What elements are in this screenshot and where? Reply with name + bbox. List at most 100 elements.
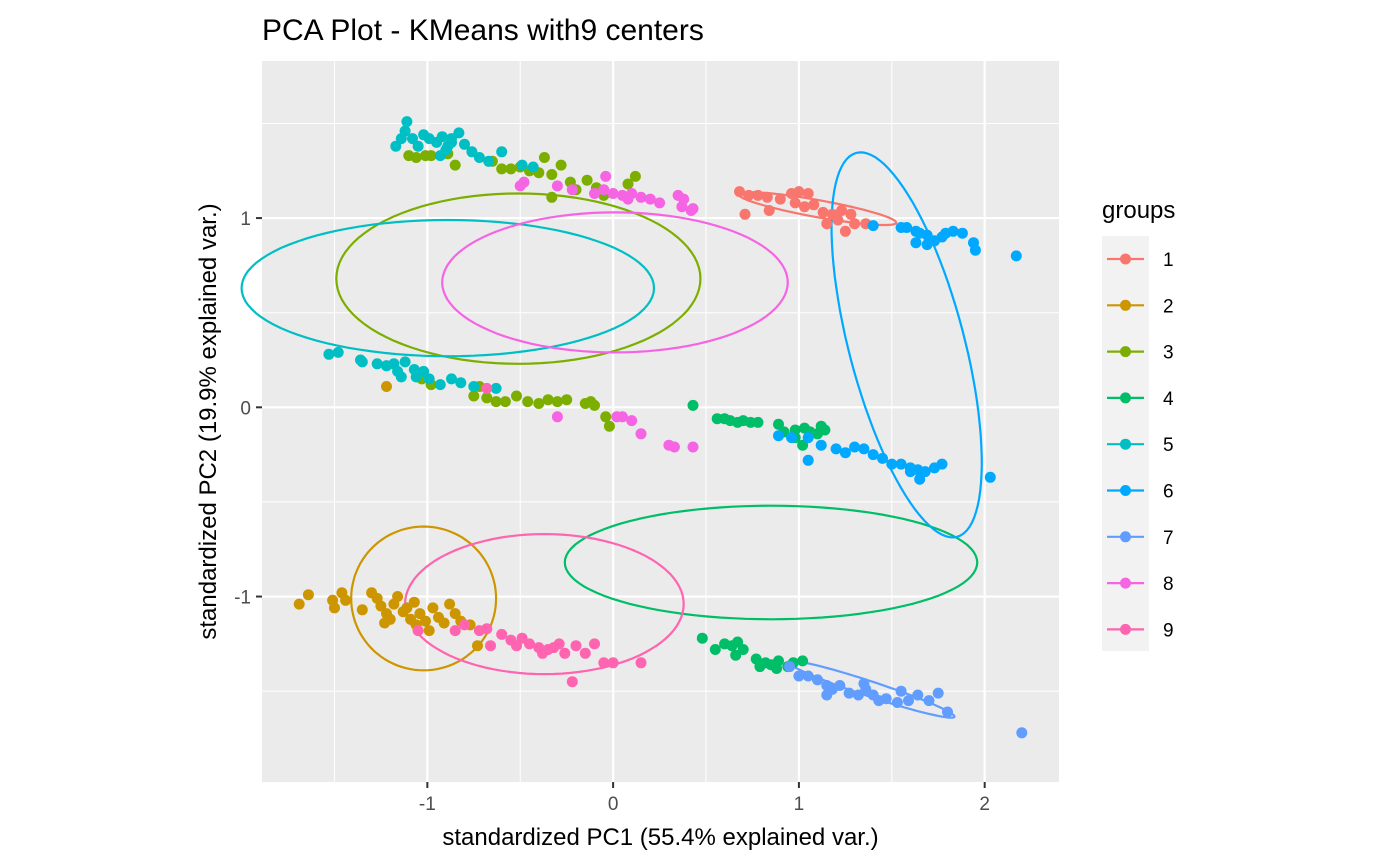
point-group-7 (793, 670, 805, 682)
ellipse-group-8 (441, 211, 789, 354)
point-group-8 (626, 188, 638, 199)
point-group-5 (483, 155, 495, 167)
point-group-7 (852, 689, 864, 701)
point-group-8 (566, 184, 578, 196)
point-group-8 (635, 428, 647, 440)
point-group-8 (654, 197, 666, 209)
point-group-6 (901, 222, 913, 233)
legend-label: 5 (1163, 435, 1174, 456)
point-group-5 (412, 140, 424, 152)
point-group-4 (819, 424, 831, 436)
point-group-6 (969, 244, 981, 256)
point-group-2 (392, 591, 404, 602)
point-group-3 (581, 174, 593, 186)
legend-title: groups (1102, 197, 1175, 224)
legend: groups 1 2 3 4 5 6 7 8 9 (1102, 197, 1175, 651)
point-group-2 (408, 596, 420, 608)
point-group-9 (635, 657, 647, 669)
legend-label: 3 (1163, 343, 1174, 364)
point-group-5 (401, 116, 413, 128)
point-group-5 (440, 144, 452, 156)
point-group-6 (867, 449, 879, 461)
point-group-7 (880, 693, 892, 705)
point-group-1 (763, 205, 775, 216)
legend-label: 6 (1163, 482, 1174, 503)
point-group-9 (607, 657, 619, 669)
point-group-7 (858, 678, 870, 690)
point-group-1 (849, 218, 861, 230)
point-group-3 (561, 394, 573, 406)
point-group-5 (446, 373, 457, 385)
point-group-1 (789, 197, 801, 209)
point-group-7 (834, 680, 846, 691)
point-group-5 (332, 346, 344, 358)
point-group-2 (444, 598, 456, 610)
point-group-9 (553, 638, 565, 650)
point-group-8 (616, 411, 628, 423)
point-group-3 (522, 396, 534, 408)
point-group-9 (496, 628, 508, 640)
point-group-5 (516, 159, 528, 171)
point-group-2 (293, 598, 305, 610)
point-group-6 (956, 227, 968, 239)
point-group-6 (839, 447, 851, 459)
point-group-2 (375, 600, 387, 612)
ellipse-group-4 (563, 504, 979, 621)
point-group-9 (559, 647, 571, 659)
point-group-5 (323, 348, 335, 360)
point-group-5 (473, 152, 485, 163)
point-group-4 (773, 418, 784, 430)
x-tick-label: 1 (794, 794, 805, 815)
point-group-5 (455, 377, 467, 389)
point-group-5 (410, 371, 422, 383)
point-group-9 (570, 640, 582, 652)
point-group-6 (858, 443, 870, 455)
legend-key-point (1120, 438, 1131, 450)
point-group-9 (566, 676, 578, 688)
point-group-3 (496, 163, 508, 175)
point-group-7 (812, 674, 823, 686)
point-group-5 (496, 146, 508, 158)
point-group-7 (784, 661, 796, 673)
point-group-5 (434, 379, 446, 391)
legend-key-point (1120, 485, 1131, 496)
point-group-5 (468, 381, 480, 392)
point-group-3 (538, 152, 550, 163)
point-group-7 (942, 706, 953, 718)
point-group-3 (603, 420, 615, 432)
point-group-6 (802, 432, 814, 444)
point-group-9 (412, 625, 424, 637)
point-group-6 (895, 458, 907, 470)
point-group-5 (390, 140, 402, 152)
legend-label: 8 (1163, 574, 1174, 595)
point-group-6 (867, 220, 879, 232)
point-group-9 (449, 625, 461, 637)
point-group-6 (947, 225, 959, 237)
point-group-6 (830, 443, 842, 455)
point-group-5 (459, 138, 470, 150)
point-group-7 (802, 670, 814, 682)
point-group-5 (446, 136, 457, 148)
point-group-5 (490, 382, 502, 394)
point-group-7 (895, 685, 907, 697)
point-group-3 (629, 170, 641, 182)
point-group-3 (542, 394, 554, 406)
point-group-1 (761, 191, 773, 203)
point-group-7 (923, 695, 935, 707)
point-group-5 (356, 356, 368, 368)
point-group-5 (453, 127, 465, 139)
point-group-5 (423, 373, 435, 385)
point-group-2 (449, 608, 461, 620)
point-group-6 (921, 239, 933, 251)
point-group-9 (459, 619, 470, 631)
point-group-3 (622, 178, 634, 190)
plot-panel (262, 61, 1059, 782)
point-group-7 (912, 689, 924, 701)
point-group-6 (849, 441, 861, 453)
point-group-6 (984, 471, 996, 483)
point-group-5 (395, 371, 407, 383)
point-group-6 (877, 452, 888, 464)
point-group-4 (730, 649, 742, 661)
x-tick-label: 0 (608, 794, 619, 815)
